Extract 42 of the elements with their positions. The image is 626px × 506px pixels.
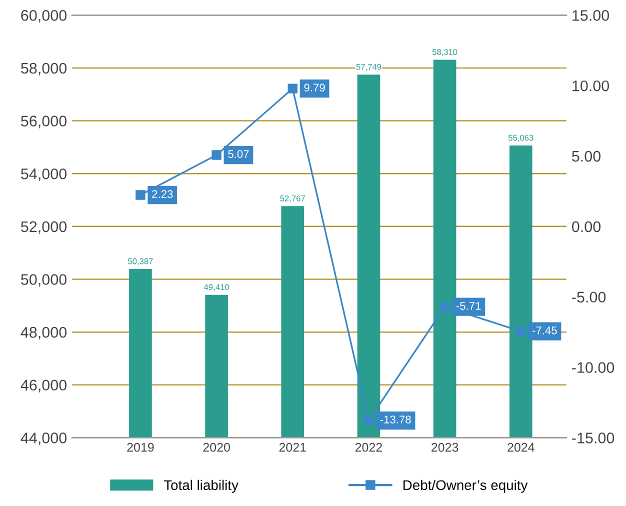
text: -7.45 (532, 326, 557, 334)
text: 9.79 (304, 84, 325, 92)
y-tick-label: 50,000 (21, 274, 67, 287)
y-tick-label: 54,000 (21, 168, 67, 182)
text: -13.78 (380, 416, 411, 424)
y-tick-label: 52,000 (21, 221, 67, 234)
y-tick-label: 48,000 (20, 326, 67, 340)
x-tick-label: 2024 (508, 442, 534, 452)
x-tick-label: 2021 (279, 442, 306, 452)
x-tick-label: 2020 (203, 442, 230, 452)
x-tick-label: 2022 (355, 442, 382, 452)
text: 49,410 (204, 284, 229, 291)
y-tick-label: 60,000 (21, 10, 67, 23)
text: 52,767 (280, 195, 305, 202)
y2-tick-label: 15.00 (572, 10, 610, 21)
point (440, 302, 450, 312)
point (136, 190, 146, 200)
text: 5.07 (228, 150, 249, 158)
y-tick-label: 46,000 (20, 380, 67, 392)
point (288, 84, 298, 94)
x-tick-label: 2023 (432, 442, 458, 452)
text: 2.23 (152, 190, 173, 198)
point (516, 326, 526, 336)
y2-tick-label: -10.00 (572, 362, 614, 373)
y2-tick-label: -15.00 (572, 432, 614, 444)
legend-label: Total liability (164, 480, 238, 493)
y-tick-label: 44,000 (20, 432, 67, 446)
text: 57,749 (356, 64, 382, 71)
text: 58,310 (432, 49, 458, 56)
x-tick-label: 2019 (127, 442, 154, 452)
text: 50,387 (128, 258, 153, 266)
y-tick-label: 58,000 (21, 62, 67, 76)
y2-tick-label: 10.00 (572, 80, 610, 92)
legend-label: Debt/Owner’s equity (404, 480, 528, 493)
y2-tick-label: 0.00 (572, 221, 601, 232)
point (212, 150, 222, 160)
text: -5.71 (456, 302, 481, 310)
y-tick-label: 56,000 (21, 116, 67, 128)
y2-tick-label: 5.00 (572, 150, 601, 162)
point (364, 416, 374, 426)
text: 55,063 (508, 134, 534, 142)
y2-tick-label: -5.00 (572, 292, 606, 303)
